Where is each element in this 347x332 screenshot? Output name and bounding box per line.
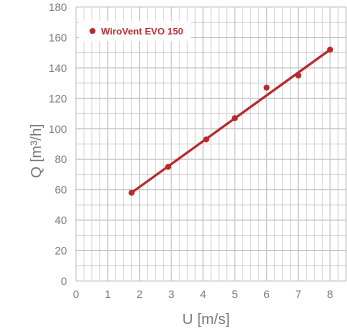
y-tick-label: 140	[49, 63, 67, 75]
x-axis-tick-labels: 0 1 2 3 4 5 6 7 8	[73, 289, 333, 301]
x-tick-label: 1	[105, 289, 111, 301]
data-point	[231, 115, 238, 122]
data-point	[327, 46, 334, 53]
y-tick-label: 120	[49, 93, 67, 105]
data-point	[203, 136, 210, 143]
x-tick-label: 3	[168, 289, 174, 301]
data-point	[128, 189, 135, 196]
y-tick-label: 160	[49, 32, 67, 44]
y-tick-label: 60	[55, 185, 67, 197]
x-tick-label: 0	[73, 289, 79, 301]
x-tick-label: 7	[295, 289, 301, 301]
data-point	[263, 84, 270, 91]
series-layer	[128, 46, 334, 196]
y-tick-label: 40	[55, 215, 67, 227]
x-tick-label: 5	[232, 289, 238, 301]
legend-label: WiroVent EVO 150	[101, 27, 183, 38]
x-tick-label: 2	[136, 289, 142, 301]
legend-marker	[89, 28, 96, 34]
data-point	[165, 163, 172, 170]
major-gridlines	[75, 6, 347, 282]
y-axis-tick-labels: 0 20 40 60 80 100 120 140 160 180	[49, 2, 67, 288]
data-point	[295, 72, 302, 79]
y-axis-label: Q [m³/h]	[28, 124, 45, 178]
minor-gridlines	[76, 7, 346, 281]
y-tick-label: 80	[55, 154, 67, 166]
x-tick-label: 8	[327, 289, 333, 301]
x-tick-label: 6	[264, 289, 270, 301]
x-tick-label: 4	[200, 289, 206, 301]
y-tick-label: 0	[61, 276, 67, 288]
x-axis-label: U [m/s]	[182, 311, 230, 328]
legend: WiroVent EVO 150	[79, 21, 191, 41]
y-tick-label: 20	[55, 246, 67, 258]
y-tick-label: 100	[49, 124, 67, 136]
y-tick-label: 180	[49, 2, 67, 14]
legend-box	[79, 21, 191, 41]
